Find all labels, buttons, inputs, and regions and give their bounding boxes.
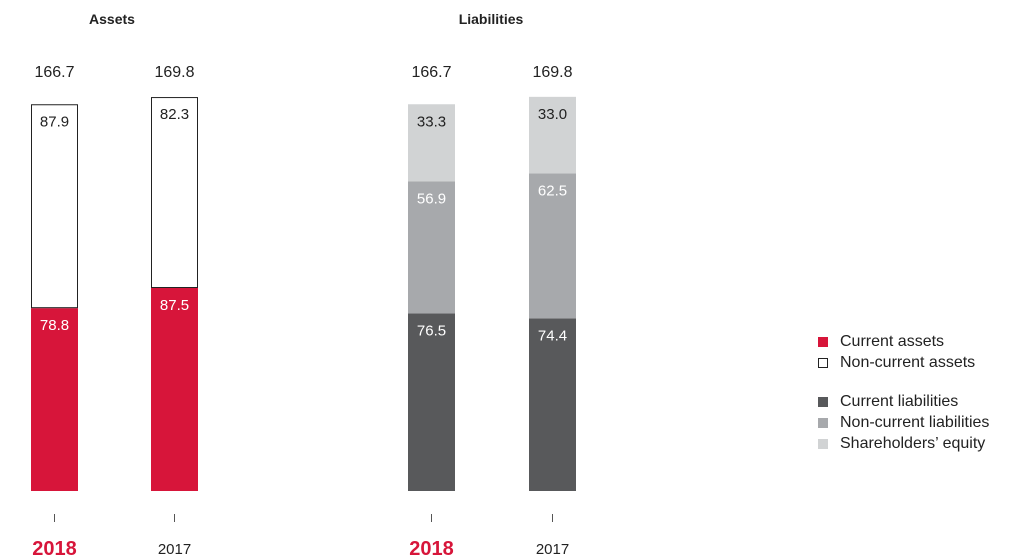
legend-group: Current liabilities Non-current liabiliti…	[818, 391, 989, 454]
x-tick-label: 2018	[409, 538, 454, 560]
legend-label: Non-current assets	[840, 353, 976, 371]
bar-segment	[529, 318, 576, 491]
bar-segment	[529, 173, 576, 319]
legend-swatch	[818, 357, 828, 368]
legend-item: Non-current assets	[818, 352, 989, 373]
x-tick-label: 2018	[32, 538, 77, 560]
bar-segment	[31, 104, 78, 309]
legend-group: Current assets Non-current assets	[818, 331, 989, 373]
bar-segment	[408, 313, 455, 491]
legend-item: Current assets	[818, 331, 989, 352]
bar-segment	[529, 96, 576, 174]
legend-item: Non-current liabilities	[818, 412, 989, 433]
legend-label: Non-current liabilities	[840, 413, 990, 431]
bar-segment	[408, 104, 455, 182]
data-label: 56.9	[417, 191, 446, 208]
total-label: 166.7	[34, 64, 74, 81]
data-label: 76.5	[417, 323, 446, 340]
data-label: 78.8	[40, 317, 69, 334]
chart-title: Assets	[89, 11, 135, 27]
legend-swatch	[818, 396, 828, 407]
legend-swatch	[818, 336, 828, 347]
bar-segment	[151, 288, 198, 491]
chart-title: Liabilities	[459, 11, 524, 27]
total-label: 169.8	[154, 64, 194, 81]
legend-swatch	[818, 438, 828, 449]
bar-segment	[408, 181, 455, 314]
legend-item: Shareholders’ equity	[818, 433, 989, 454]
data-label: 33.3	[417, 113, 446, 130]
x-tick-label: 2017	[536, 541, 569, 558]
data-label: 87.5	[160, 297, 189, 314]
chart-legend: Current assets Non-current assets Current …	[818, 331, 989, 472]
data-label: 62.5	[538, 182, 567, 199]
data-label: 74.4	[538, 327, 567, 344]
data-label: 87.9	[40, 113, 69, 130]
data-label: 82.3	[160, 106, 189, 123]
legend-item: Current liabilities	[818, 391, 989, 412]
total-label: 169.8	[532, 64, 572, 81]
total-label: 166.7	[411, 64, 451, 81]
bar-segment	[31, 308, 78, 491]
legend-label: Shareholders’ equity	[840, 434, 986, 452]
data-label: 33.0	[538, 106, 567, 123]
legend-label: Current liabilities	[840, 392, 959, 410]
legend-label: Current assets	[840, 332, 945, 350]
bar-segment	[151, 97, 198, 289]
x-tick-label: 2017	[158, 541, 191, 558]
legend-swatch	[818, 417, 828, 428]
